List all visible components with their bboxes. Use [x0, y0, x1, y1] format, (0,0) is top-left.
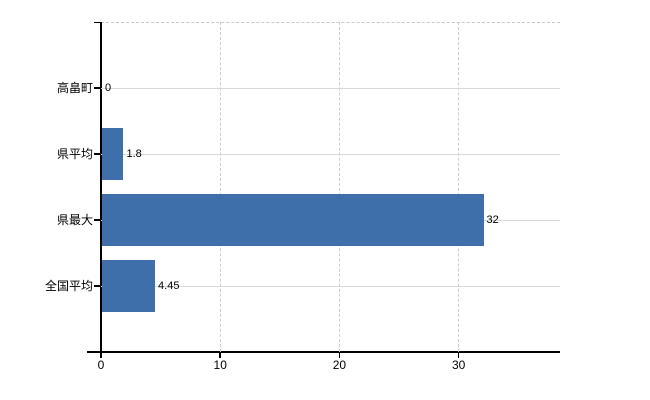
category-label: 高畠町	[56, 81, 93, 95]
plot-top-border	[101, 22, 560, 23]
y-axis-tick	[94, 87, 101, 89]
gridline-horizontal	[101, 87, 560, 89]
value-label: 32	[486, 214, 499, 226]
bar	[102, 260, 156, 312]
y-axis-tick	[94, 285, 101, 287]
gridline-vertical	[219, 22, 221, 352]
category-label: 全国平均	[44, 279, 93, 293]
gridline-vertical	[338, 22, 340, 352]
y-axis-line	[100, 22, 102, 352]
gridline-horizontal	[101, 285, 560, 287]
category-label: 県平均	[56, 147, 93, 161]
bar	[102, 194, 484, 246]
gridline-vertical	[458, 22, 460, 352]
y-axis-top-tick	[94, 21, 101, 23]
bar	[102, 128, 124, 180]
y-axis-tick	[94, 153, 101, 155]
value-label: 1.8	[126, 148, 142, 160]
value-label: 0	[105, 82, 112, 94]
x-axis-tick	[100, 352, 102, 358]
x-axis-tick-label: 10	[213, 358, 227, 372]
x-axis-tick-label: 30	[451, 358, 466, 372]
x-axis-line	[87, 351, 560, 353]
x-axis-tick-label: 0	[97, 358, 105, 372]
value-label: 4.45	[158, 280, 180, 292]
x-axis-tick	[457, 352, 460, 358]
x-axis-tick-label: 20	[332, 358, 347, 372]
x-axis-tick	[219, 352, 221, 358]
category-label: 県最大	[56, 213, 93, 227]
gridline-horizontal	[101, 153, 560, 155]
y-axis-tick	[94, 219, 101, 221]
x-axis-tick	[338, 352, 341, 358]
